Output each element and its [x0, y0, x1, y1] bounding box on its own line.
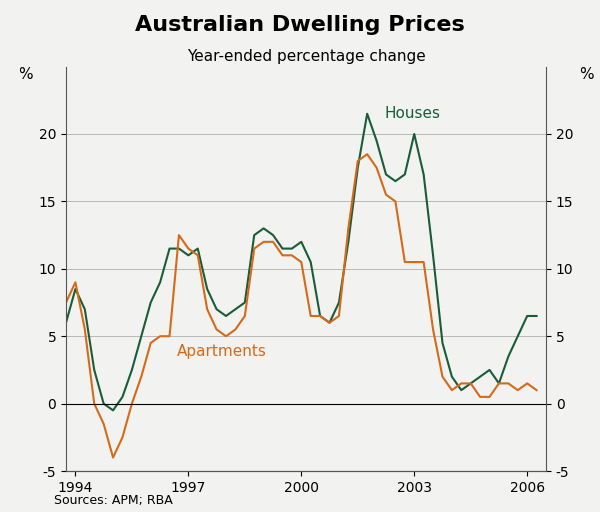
Text: Australian Dwelling Prices: Australian Dwelling Prices — [135, 15, 465, 35]
Text: Sources: APM; RBA: Sources: APM; RBA — [54, 494, 173, 507]
Text: %: % — [580, 67, 594, 81]
Text: Apartments: Apartments — [177, 345, 267, 359]
Title: Year-ended percentage change: Year-ended percentage change — [187, 49, 425, 64]
Text: %: % — [18, 67, 32, 81]
Text: Houses: Houses — [384, 106, 440, 121]
